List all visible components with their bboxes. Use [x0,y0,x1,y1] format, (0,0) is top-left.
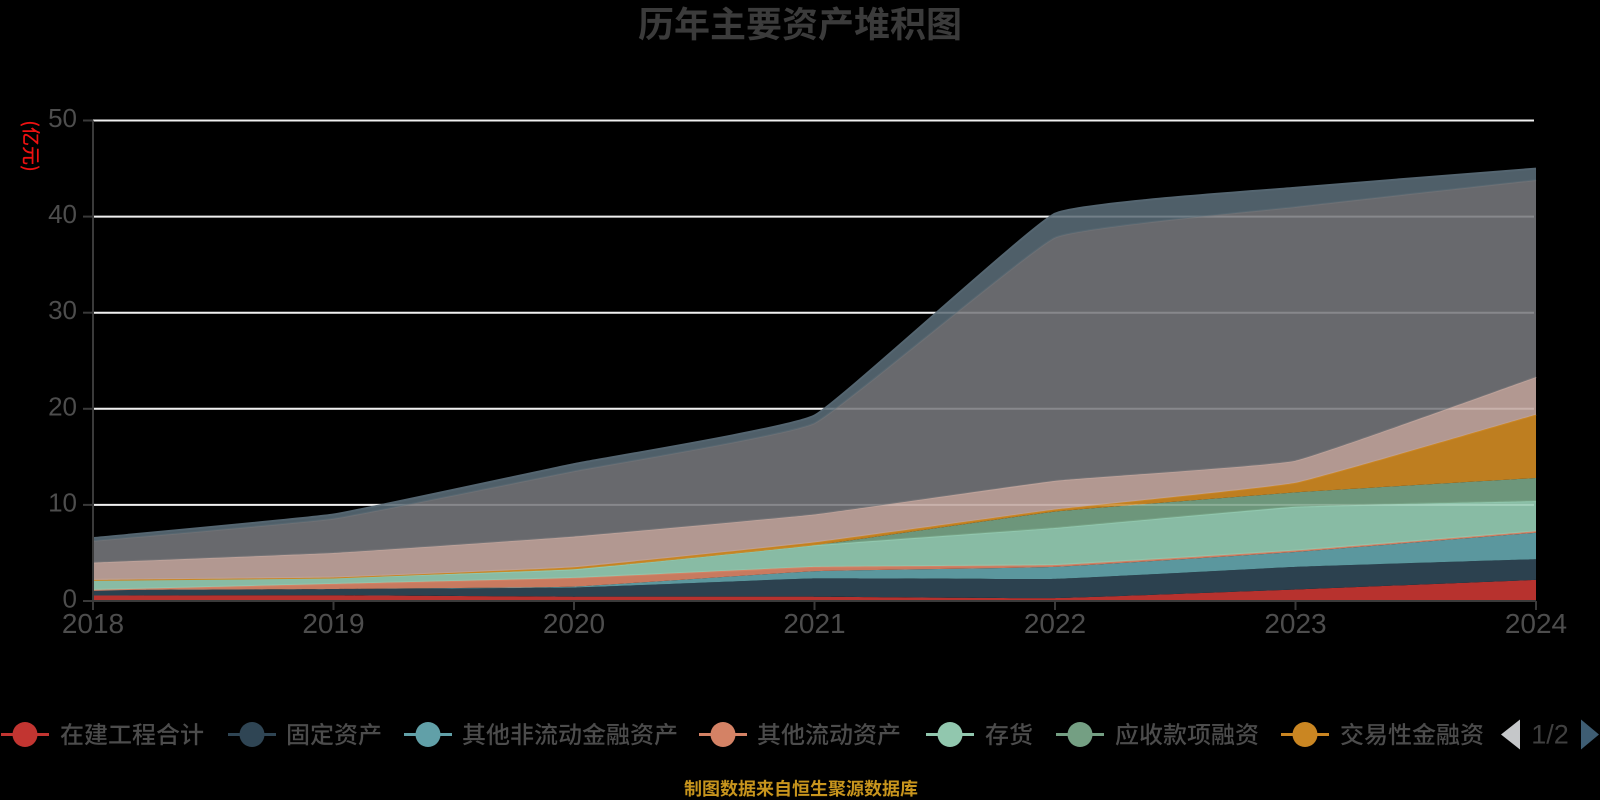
svg-text:2020: 2020 [543,608,605,639]
svg-text:2021: 2021 [783,608,845,639]
svg-text:2018: 2018 [62,608,124,639]
svg-text:2024: 2024 [1505,608,1567,639]
svg-text:2022: 2022 [1024,608,1086,639]
svg-text:20: 20 [48,391,77,421]
svg-text:10: 10 [48,487,77,517]
svg-text:2019: 2019 [302,608,364,639]
svg-text:1/2: 1/2 [1531,720,1569,750]
svg-text:40: 40 [48,199,77,229]
svg-text:50: 50 [48,103,77,133]
svg-text:2023: 2023 [1264,608,1326,639]
svg-text:0: 0 [63,584,77,614]
svg-text:30: 30 [48,295,77,325]
